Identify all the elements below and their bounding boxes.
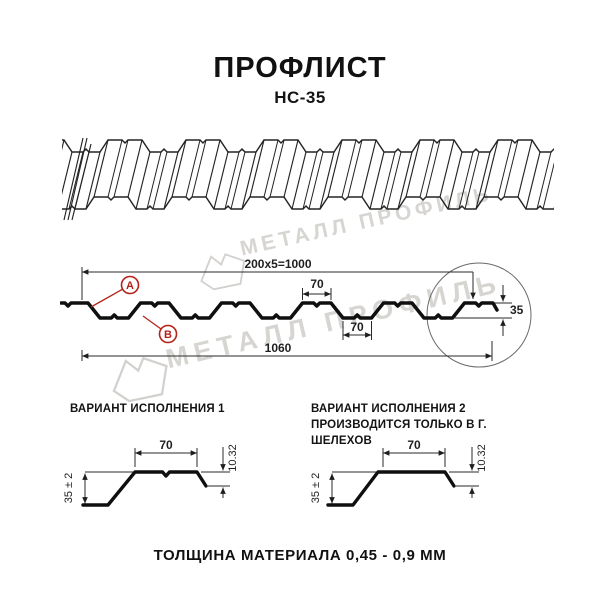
- variant2-detail-drawing: 70 10.32 35 ± 2: [310, 438, 488, 507]
- metall-profil-logo-icon: [112, 357, 168, 403]
- variant1-dim-top-label: 70: [159, 438, 173, 452]
- callout-a-leader: [90, 288, 123, 308]
- dim-rib-bottom-label: 70: [350, 320, 364, 334]
- variant2-dim-lip-label: 10.32: [476, 444, 488, 472]
- callout-b-label: B: [164, 329, 172, 341]
- variant1-dim-lip-label: 10.32: [227, 444, 239, 472]
- variant1-title: ВАРИАНТ ИСПОЛНЕНИЯ 1: [70, 403, 225, 415]
- variant1-dim-height-label: 35 ± 2: [63, 473, 75, 504]
- metall-profil-logo-icon: [200, 253, 246, 291]
- cross-section-profile-line: [60, 301, 499, 320]
- profile-model-name: НС-35: [274, 88, 326, 107]
- dim-height-label: 35: [510, 303, 524, 317]
- profile-3d-drawing: [62, 137, 554, 221]
- page-title: ПРОФЛИСТ: [213, 52, 387, 84]
- variant1-title-block: ВАРИАНТ ИСПОЛНЕНИЯ 1: [70, 401, 305, 417]
- callout-b-circle: [158, 324, 178, 344]
- variant2-title-block: ВАРИАНТ ИСПОЛНЕНИЯ 2 ПРОИЗВОДИТСЯ ТОЛЬКО…: [311, 401, 546, 449]
- variant1-profile-line: [81, 470, 208, 507]
- variant1-detail-drawing: 70 10.32 35 ± 2: [63, 438, 239, 507]
- variant2-title: ВАРИАНТ ИСПОЛНЕНИЯ 2: [311, 403, 466, 415]
- variant2-subtitle: ПРОИЗВОДИТСЯ ТОЛЬКО В Г. ШЕЛЕХОВ: [311, 419, 487, 447]
- dim-rib-top-label: 70: [310, 277, 324, 291]
- dim-total-width-label: 1060: [265, 341, 292, 355]
- material-thickness-note: ТОЛЩИНА МАТЕРИАЛА 0,45 - 0,9 ММ: [153, 547, 447, 564]
- dim-total-top-label: 200x5=1000: [244, 257, 311, 271]
- callout-a-circle: [120, 275, 140, 295]
- callout-b-leader: [142, 315, 162, 330]
- variant2-dim-height-label: 35 ± 2: [310, 473, 322, 504]
- variant2-dim-top-label: 70: [407, 438, 421, 452]
- profile-cross-section-drawing: 200x5=1000 70 70 1060 35 A B: [60, 257, 532, 368]
- detail-zoom-circle: [426, 262, 532, 368]
- callout-a-label: A: [126, 280, 134, 292]
- variant2-profile-line: [326, 470, 456, 507]
